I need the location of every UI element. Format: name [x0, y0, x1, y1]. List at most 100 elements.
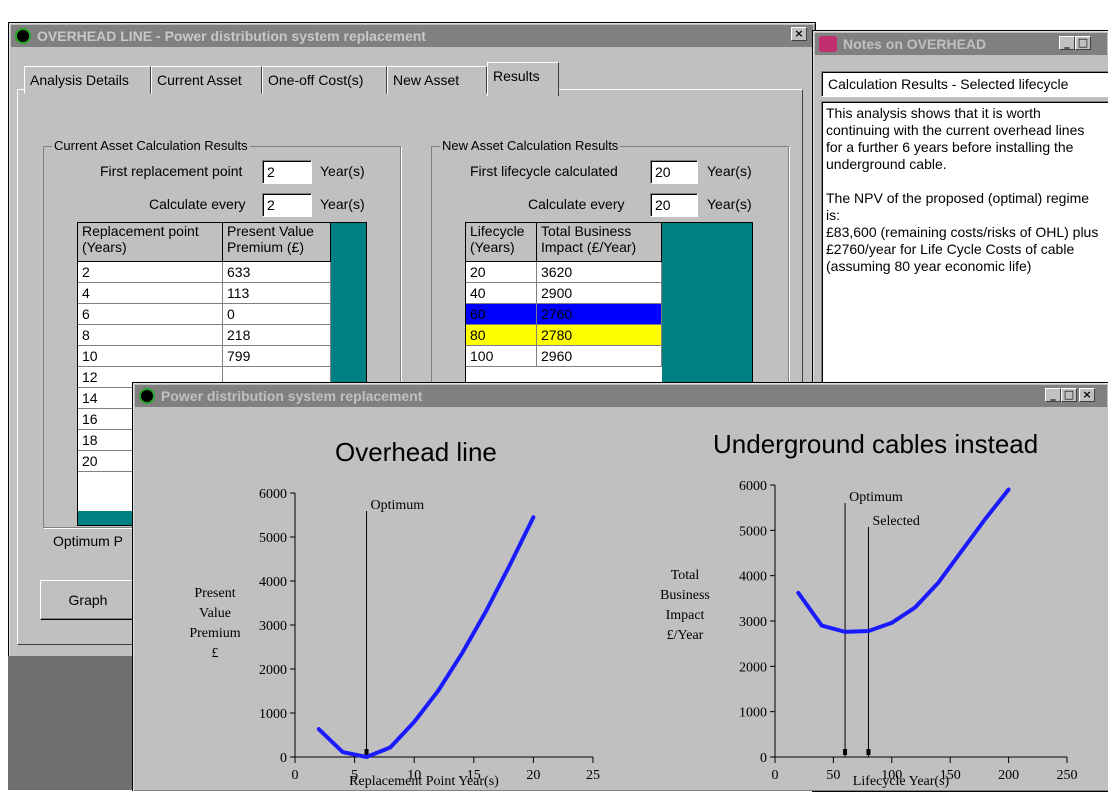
cell-value: 0 — [222, 303, 331, 325]
marker-label: Optimum — [371, 498, 425, 513]
series-line — [796, 487, 1011, 634]
first-replacement-label: First replacement point — [100, 163, 243, 179]
cell-lifecycle: 80 — [466, 324, 537, 346]
y-tick-label: 3000 — [739, 615, 767, 630]
main-window-titlebar[interactable]: OVERHEAD LINE - Power distribution syste… — [11, 25, 813, 47]
x-tick-label: 15 — [467, 768, 481, 783]
cell-point: 8 — [78, 324, 223, 346]
y-axis-label: Present — [194, 586, 235, 601]
x-tick-label: 5 — [351, 768, 358, 783]
y-tick-label: 5000 — [259, 531, 287, 546]
cell-impact: 2760 — [536, 303, 662, 325]
marker-tip — [843, 749, 848, 755]
cell-impact: 2960 — [536, 345, 662, 367]
y-tick-label: 2000 — [259, 663, 287, 678]
cell-lifecycle: 60 — [466, 303, 537, 325]
col-present-value: Present Value Premium (£) — [222, 223, 331, 262]
y-axis-label: Business — [660, 588, 710, 603]
marker-tip — [866, 749, 871, 755]
graph-maximize-icon[interactable]: □ — [1061, 388, 1077, 402]
y-tick-label: 1000 — [259, 707, 287, 722]
y-tick-label: 0 — [760, 751, 767, 766]
first-lifecycle-label: First lifecycle calculated — [470, 163, 618, 179]
new-asset-grid[interactable]: Lifecycle (Years) Total Business Impact (… — [465, 222, 753, 388]
y-tick-label: 6000 — [259, 487, 287, 502]
col-lifecycle: Lifecycle (Years) — [466, 223, 537, 262]
table-row[interactable]: 20 3620 — [466, 261, 662, 283]
new-calc-every-input[interactable]: 20 — [650, 193, 698, 217]
graph-button[interactable]: Graph — [40, 580, 136, 620]
notes-title: Notes on OVERHEAD — [843, 36, 987, 52]
tab-results[interactable]: Results — [487, 62, 559, 96]
y-tick-label: 4000 — [739, 570, 767, 585]
y-axis-label: Total — [671, 568, 700, 583]
notes-titlebar[interactable]: Notes on OVERHEAD — [815, 33, 1107, 55]
new-calc-every-unit: Year(s) — [707, 196, 752, 212]
cell-point: 10 — [78, 345, 223, 367]
cell-point: 6 — [78, 303, 223, 325]
calc-every-unit: Year(s) — [320, 196, 365, 212]
x-axis-label: Lifecycle Year(s) — [853, 774, 950, 789]
minimize-icon[interactable]: _ — [1059, 36, 1075, 50]
x-tick-label: 250 — [1057, 768, 1078, 783]
table-row[interactable]: 40 2900 — [466, 282, 662, 304]
first-replacement-input[interactable]: 2 — [262, 160, 312, 184]
first-lifecycle-input[interactable]: 20 — [650, 160, 698, 184]
table-row[interactable]: 60 2760 — [466, 303, 662, 325]
current-asset-group-title: Current Asset Calculation Results — [52, 138, 250, 153]
cell-impact: 2900 — [536, 282, 662, 304]
x-tick-label: 200 — [998, 768, 1019, 783]
cell-value: 218 — [222, 324, 331, 346]
notes-icon — [819, 36, 837, 52]
table-row[interactable]: 80 2780 — [466, 324, 662, 346]
optimum-point-label: Optimum P — [53, 533, 124, 549]
table-row[interactable]: 2 633 — [78, 261, 331, 283]
col-total-business-impact: Total Business Impact (£/Year) — [536, 223, 662, 262]
new-calc-every-label: Calculate every — [528, 196, 625, 212]
chart-title: Overhead line — [335, 437, 497, 467]
table-row[interactable]: 100 2960 — [466, 345, 662, 367]
y-axis-label: Value — [199, 606, 231, 621]
x-tick-label: 0 — [772, 768, 779, 783]
notes-dropdown[interactable]: Calculation Results - Selected lifecycle — [821, 71, 1108, 97]
table-row[interactable]: 4 113 — [78, 282, 331, 304]
graph-app-icon — [139, 388, 155, 404]
x-tick-label: 20 — [526, 768, 540, 783]
table-row[interactable]: 8 218 — [78, 324, 331, 346]
tab-current-asset[interactable]: Current Asset — [151, 66, 262, 94]
table-row[interactable]: 10 799 — [78, 345, 331, 367]
y-tick-label: 3000 — [259, 619, 287, 634]
cell-lifecycle: 40 — [466, 282, 537, 304]
x-tick-label: 10 — [407, 768, 421, 783]
new-asset-group: New Asset Calculation Results — [431, 138, 789, 388]
tab-one-off-costs[interactable]: One-off Cost(s) — [262, 66, 387, 94]
tab-new-asset[interactable]: New Asset — [387, 66, 487, 94]
tab-analysis-details[interactable]: Analysis Details — [24, 66, 151, 94]
close-icon[interactable]: × — [791, 27, 807, 41]
first-lifecycle-unit: Year(s) — [707, 163, 752, 179]
x-tick-label: 150 — [940, 768, 961, 783]
main-window-title: OVERHEAD LINE - Power distribution syste… — [37, 28, 426, 44]
charts-area: Overhead line Present Value Premium £ Replace… — [189, 429, 1078, 789]
graph-titlebar[interactable]: Power distribution system replacement — [135, 385, 1107, 407]
marker-label: Selected — [872, 514, 919, 529]
y-axis-label: Impact — [666, 608, 705, 623]
y-tick-label: 1000 — [739, 706, 767, 721]
calc-every-input[interactable]: 2 — [262, 193, 312, 217]
new-asset-group-title: New Asset Calculation Results — [440, 138, 621, 153]
y-tick-label: 5000 — [739, 524, 767, 539]
graph-minimize-icon[interactable]: _ — [1045, 388, 1061, 402]
cell-value: 113 — [222, 282, 331, 304]
maximize-icon[interactable]: □ — [1075, 36, 1091, 50]
y-tick-label: 0 — [280, 751, 287, 766]
graph-window: Power distribution system replacement _ … — [132, 382, 1108, 791]
graph-close-icon[interactable]: × — [1079, 388, 1095, 402]
y-axis-label: £/Year — [667, 628, 704, 643]
y-axis-label: £ — [212, 646, 219, 661]
cell-point: 4 — [78, 282, 223, 304]
x-tick-label: 0 — [292, 768, 299, 783]
cell-point: 2 — [78, 261, 223, 283]
cell-value: 799 — [222, 345, 331, 367]
calc-every-label: Calculate every — [149, 196, 246, 212]
